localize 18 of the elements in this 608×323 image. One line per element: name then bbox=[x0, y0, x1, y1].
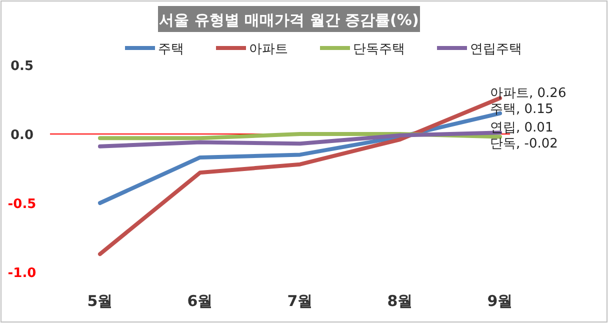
x-tick-label: 8월 bbox=[387, 292, 413, 310]
data-label: 아파트, 0.26 bbox=[490, 86, 566, 102]
y-tick-label: -0.5 bbox=[8, 197, 36, 212]
x-tick-label: 9월 bbox=[487, 292, 513, 310]
y-tick-label: -1.0 bbox=[8, 266, 36, 281]
legend-label: 단독주택 bbox=[353, 42, 405, 57]
x-tick-label: 6월 bbox=[187, 292, 213, 310]
legend-label: 주택 bbox=[158, 42, 184, 57]
legend-label: 아파트 bbox=[249, 42, 288, 57]
data-label: 연립, 0.01 bbox=[490, 120, 554, 136]
legend-label: 연립주택 bbox=[470, 42, 522, 57]
x-tick-label: 5월 bbox=[87, 292, 113, 310]
x-tick-label: 7월 bbox=[287, 292, 313, 310]
data-label: 단독, -0.02 bbox=[490, 136, 558, 152]
chart-title: 서울 유형별 매매가격 월간 증감률(%) bbox=[159, 11, 419, 29]
y-tick-label: 0.5 bbox=[10, 59, 34, 74]
y-tick-label: 0.0 bbox=[10, 128, 34, 143]
data-label: 주택, 0.15 bbox=[490, 102, 554, 118]
